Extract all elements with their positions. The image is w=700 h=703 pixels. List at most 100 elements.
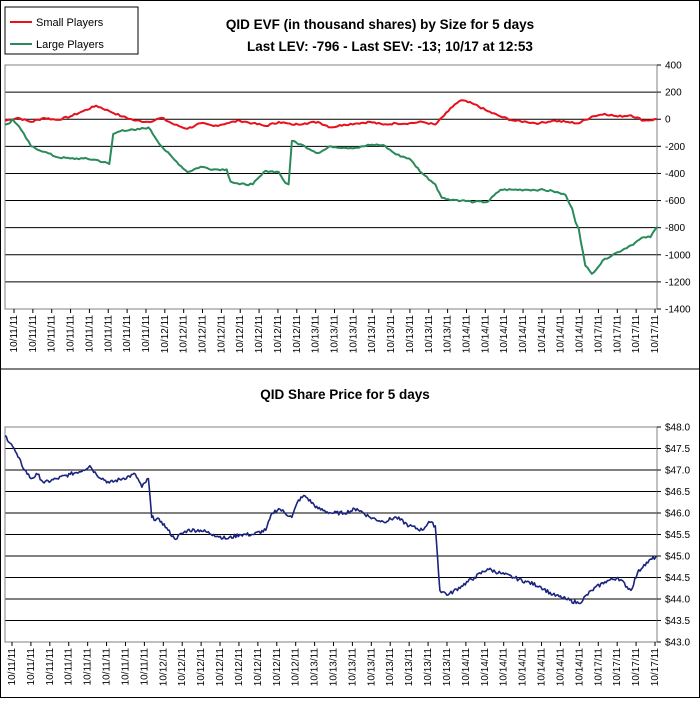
y-tick-label: $43.5 [665, 616, 690, 627]
x-tick-label: 10/14/11 [574, 648, 585, 687]
evf-gridlines [5, 91, 657, 283]
x-tick-label: 10/14/11 [480, 315, 491, 354]
y-tick-label: -1400 [665, 305, 691, 316]
x-tick-label: 10/14/11 [461, 315, 472, 354]
x-tick-label: 10/12/11 [234, 648, 245, 687]
y-tick-label: 200 [665, 88, 682, 99]
x-tick-label: 10/12/11 [215, 648, 226, 687]
y-tick-label: $47.5 [665, 444, 690, 455]
price-chart: QID Share Price for 5 days $48.0 $47.5 $47… [4, 387, 690, 686]
y-tick-label: $48.0 [665, 423, 690, 434]
x-tick-label: 10/13/11 [348, 315, 359, 354]
x-tick-label: 10/11/11 [102, 648, 113, 686]
x-tick-label: 10/11/11 [139, 648, 150, 686]
x-tick-label: 10/12/11 [254, 315, 265, 354]
price-chart-title: QID Share Price for 5 days [260, 387, 430, 402]
series-line-price [4, 434, 658, 605]
x-tick-label: 10/13/11 [423, 648, 434, 687]
y-tick-label: 0 [665, 115, 671, 126]
x-tick-label: 10/13/11 [443, 315, 454, 354]
x-tick-label: 10/11/11 [7, 648, 18, 686]
x-tick-label: 10/11/11 [103, 315, 114, 353]
y-tick-label: $44.0 [665, 595, 690, 606]
x-tick-label: 10/12/11 [253, 648, 264, 687]
x-tick-label: 10/12/11 [177, 648, 188, 687]
x-tick-label: 10/11/11 [84, 315, 95, 353]
x-tick-label: 10/17/11 [612, 648, 623, 687]
evf-plot-area [4, 64, 658, 310]
evf-legend: Small Players Large Players [4, 6, 139, 55]
series-line-large-players [4, 118, 658, 275]
y-tick-label: $45.0 [665, 552, 690, 563]
y-tick-label: 400 [665, 61, 682, 72]
x-tick-label: 10/17/11 [650, 648, 661, 687]
x-tick-label: 10/12/11 [291, 648, 302, 687]
x-tick-label: 10/17/11 [612, 315, 623, 354]
x-tick-label: 10/13/11 [386, 315, 397, 354]
y-tick-label: -1200 [665, 277, 691, 288]
x-tick-label: 10/14/11 [518, 315, 529, 354]
x-tick-label: 10/12/11 [216, 315, 227, 354]
x-tick-label: 10/14/11 [555, 648, 566, 687]
x-tick-label: 10/12/11 [179, 315, 190, 354]
legend-label-small-players: Small Players [36, 17, 104, 29]
evf-series [4, 99, 658, 275]
evf-chart-subtitle: Last LEV: -796 - Last SEV: -13; 10/17 at… [247, 39, 533, 54]
x-tick-label: 10/14/11 [518, 648, 529, 687]
y-tick-label: $46.0 [665, 509, 690, 520]
x-tick-label: 10/11/11 [122, 315, 133, 353]
y-tick-label: -200 [665, 142, 685, 153]
y-tick-label: $45.5 [665, 530, 690, 541]
x-tick-label: 10/11/11 [64, 648, 75, 686]
legend-label-large-players: Large Players [36, 39, 104, 51]
x-tick-label: 10/17/11 [631, 315, 642, 354]
y-tick-label: $46.5 [665, 487, 690, 498]
x-tick-label: 10/11/11 [141, 315, 152, 353]
x-tick-label: 10/12/11 [235, 315, 246, 354]
x-tick-label: 10/13/11 [385, 648, 396, 687]
x-tick-label: 10/13/11 [330, 315, 341, 354]
price-x-axis: 10/11/11 10/11/11 10/11/11 10/11/11 10/11/11… [7, 642, 661, 686]
price-series [4, 434, 658, 605]
x-tick-label: 10/12/11 [158, 648, 169, 687]
evf-legend-box [4, 6, 139, 55]
x-tick-label: 10/13/11 [311, 315, 322, 354]
x-tick-label: 10/17/11 [631, 648, 642, 687]
x-tick-label: 10/13/11 [367, 315, 378, 354]
x-tick-label: 10/11/11 [47, 315, 58, 353]
evf-chart: QID EVF (in thousand shares) by Size for… [4, 6, 691, 353]
x-tick-label: 10/17/11 [650, 315, 661, 354]
x-tick-label: 10/11/11 [26, 648, 37, 686]
x-tick-label: 10/12/11 [273, 315, 284, 354]
y-tick-label: -600 [665, 196, 685, 207]
x-tick-label: 10/11/11 [28, 315, 39, 353]
y-tick-label: -1000 [665, 250, 691, 261]
x-tick-label: 10/14/11 [499, 648, 510, 687]
x-tick-label: 10/12/11 [160, 315, 171, 354]
x-tick-label: 10/13/11 [329, 648, 340, 687]
x-tick-label: 10/13/11 [310, 648, 321, 687]
x-tick-label: 10/13/11 [424, 315, 435, 354]
evf-chart-title: QID EVF (in thousand shares) by Size for… [226, 17, 534, 32]
x-tick-label: 10/17/11 [593, 315, 604, 354]
x-tick-label: 10/14/11 [537, 648, 548, 687]
evf-x-axis: 10/11/11 10/11/11 10/11/11 10/11/11 10/11/11… [9, 309, 661, 353]
x-tick-label: 10/11/11 [9, 315, 20, 353]
series-line-small-players [4, 99, 658, 130]
x-tick-label: 10/14/11 [480, 648, 491, 687]
evf-y-axis: 400 200 0 -200 -400 -600 -800 -1000 -1200 -1400 [657, 61, 691, 316]
x-tick-label: 10/12/11 [292, 315, 303, 354]
x-tick-label: 10/13/11 [404, 648, 415, 687]
x-tick-label: 10/11/11 [45, 648, 56, 686]
x-tick-label: 10/14/11 [499, 315, 510, 354]
x-tick-label: 10/12/11 [198, 315, 209, 354]
x-tick-label: 10/12/11 [272, 648, 283, 687]
x-tick-label: 10/14/11 [556, 315, 567, 354]
x-tick-label: 10/12/11 [196, 648, 207, 687]
y-tick-label: -400 [665, 169, 685, 180]
x-tick-label: 10/11/11 [83, 648, 94, 686]
x-tick-label: 10/14/11 [575, 315, 586, 354]
